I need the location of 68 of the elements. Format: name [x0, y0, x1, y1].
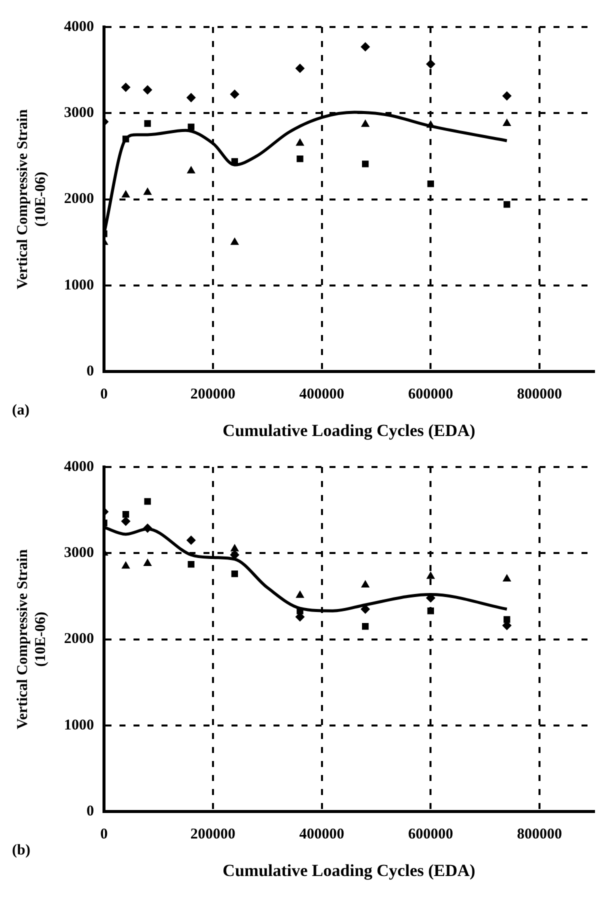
point	[144, 188, 152, 195]
x-tick-label: 200000	[190, 826, 236, 842]
y-tick-label: 1000	[64, 717, 94, 734]
x-tick-label: 0	[100, 386, 108, 402]
point	[230, 90, 240, 99]
point	[230, 544, 239, 552]
x-axis-title: Cumulative Loading Cycles (EDA)	[222, 861, 476, 880]
point	[361, 580, 370, 588]
x-tick-label: 400000	[299, 826, 344, 842]
point	[502, 574, 511, 582]
point	[143, 85, 152, 94]
point	[121, 82, 130, 92]
y-tick-label: 0	[86, 363, 94, 380]
point	[427, 608, 434, 614]
text: (b)	[12, 842, 30, 858]
point	[144, 120, 151, 127]
point	[187, 166, 196, 174]
y-tick-label: 4000	[64, 18, 94, 35]
point	[360, 42, 370, 52]
point	[502, 118, 511, 126]
point	[427, 180, 434, 188]
y-axis-title: Vertical Compressive Strain (10E-06)	[14, 108, 49, 290]
x-tick-label: 600000	[408, 826, 454, 842]
point	[296, 64, 304, 73]
point	[502, 91, 512, 100]
y-tick-label: 0	[86, 803, 94, 820]
point	[122, 190, 130, 198]
x-tick-label: 0	[100, 826, 108, 842]
x-tick-label: 400000	[299, 386, 344, 402]
point	[186, 93, 196, 102]
point	[121, 516, 130, 526]
text: (a)	[12, 402, 30, 418]
x-tick-label: 800000	[517, 386, 562, 402]
point	[188, 124, 194, 130]
point	[186, 536, 196, 545]
point	[122, 511, 130, 518]
point	[426, 60, 436, 69]
y-tick-label: 3000	[64, 105, 94, 122]
point	[188, 561, 194, 568]
y-tick-label: 3000	[64, 545, 94, 562]
point	[426, 572, 435, 579]
point	[361, 120, 370, 127]
y-tick-label: 2000	[64, 191, 94, 208]
point	[504, 616, 510, 623]
y-axis-title: Vertical Compressive Strain (10E-06)	[14, 548, 49, 730]
point	[296, 155, 304, 162]
point	[426, 120, 435, 128]
point	[362, 160, 369, 168]
point	[504, 201, 510, 208]
point	[296, 138, 304, 146]
point	[362, 623, 369, 630]
point	[296, 608, 304, 614]
y-tick-label: 1000	[64, 277, 94, 294]
y-tick-label: 2000	[64, 631, 94, 648]
y-tick-label: 4000	[64, 458, 94, 475]
x-tick-label: 600000	[408, 386, 454, 402]
point	[143, 524, 152, 533]
point	[144, 558, 152, 566]
point	[296, 590, 304, 598]
x-tick-label: 800000	[517, 826, 562, 842]
point	[230, 550, 240, 560]
x-tick-label: 200000	[190, 386, 236, 402]
x-axis-title: Cumulative Loading Cycles (EDA)	[222, 421, 476, 440]
point	[122, 562, 130, 569]
point	[231, 570, 238, 578]
point	[144, 498, 151, 505]
point	[122, 136, 130, 142]
point	[230, 238, 239, 245]
